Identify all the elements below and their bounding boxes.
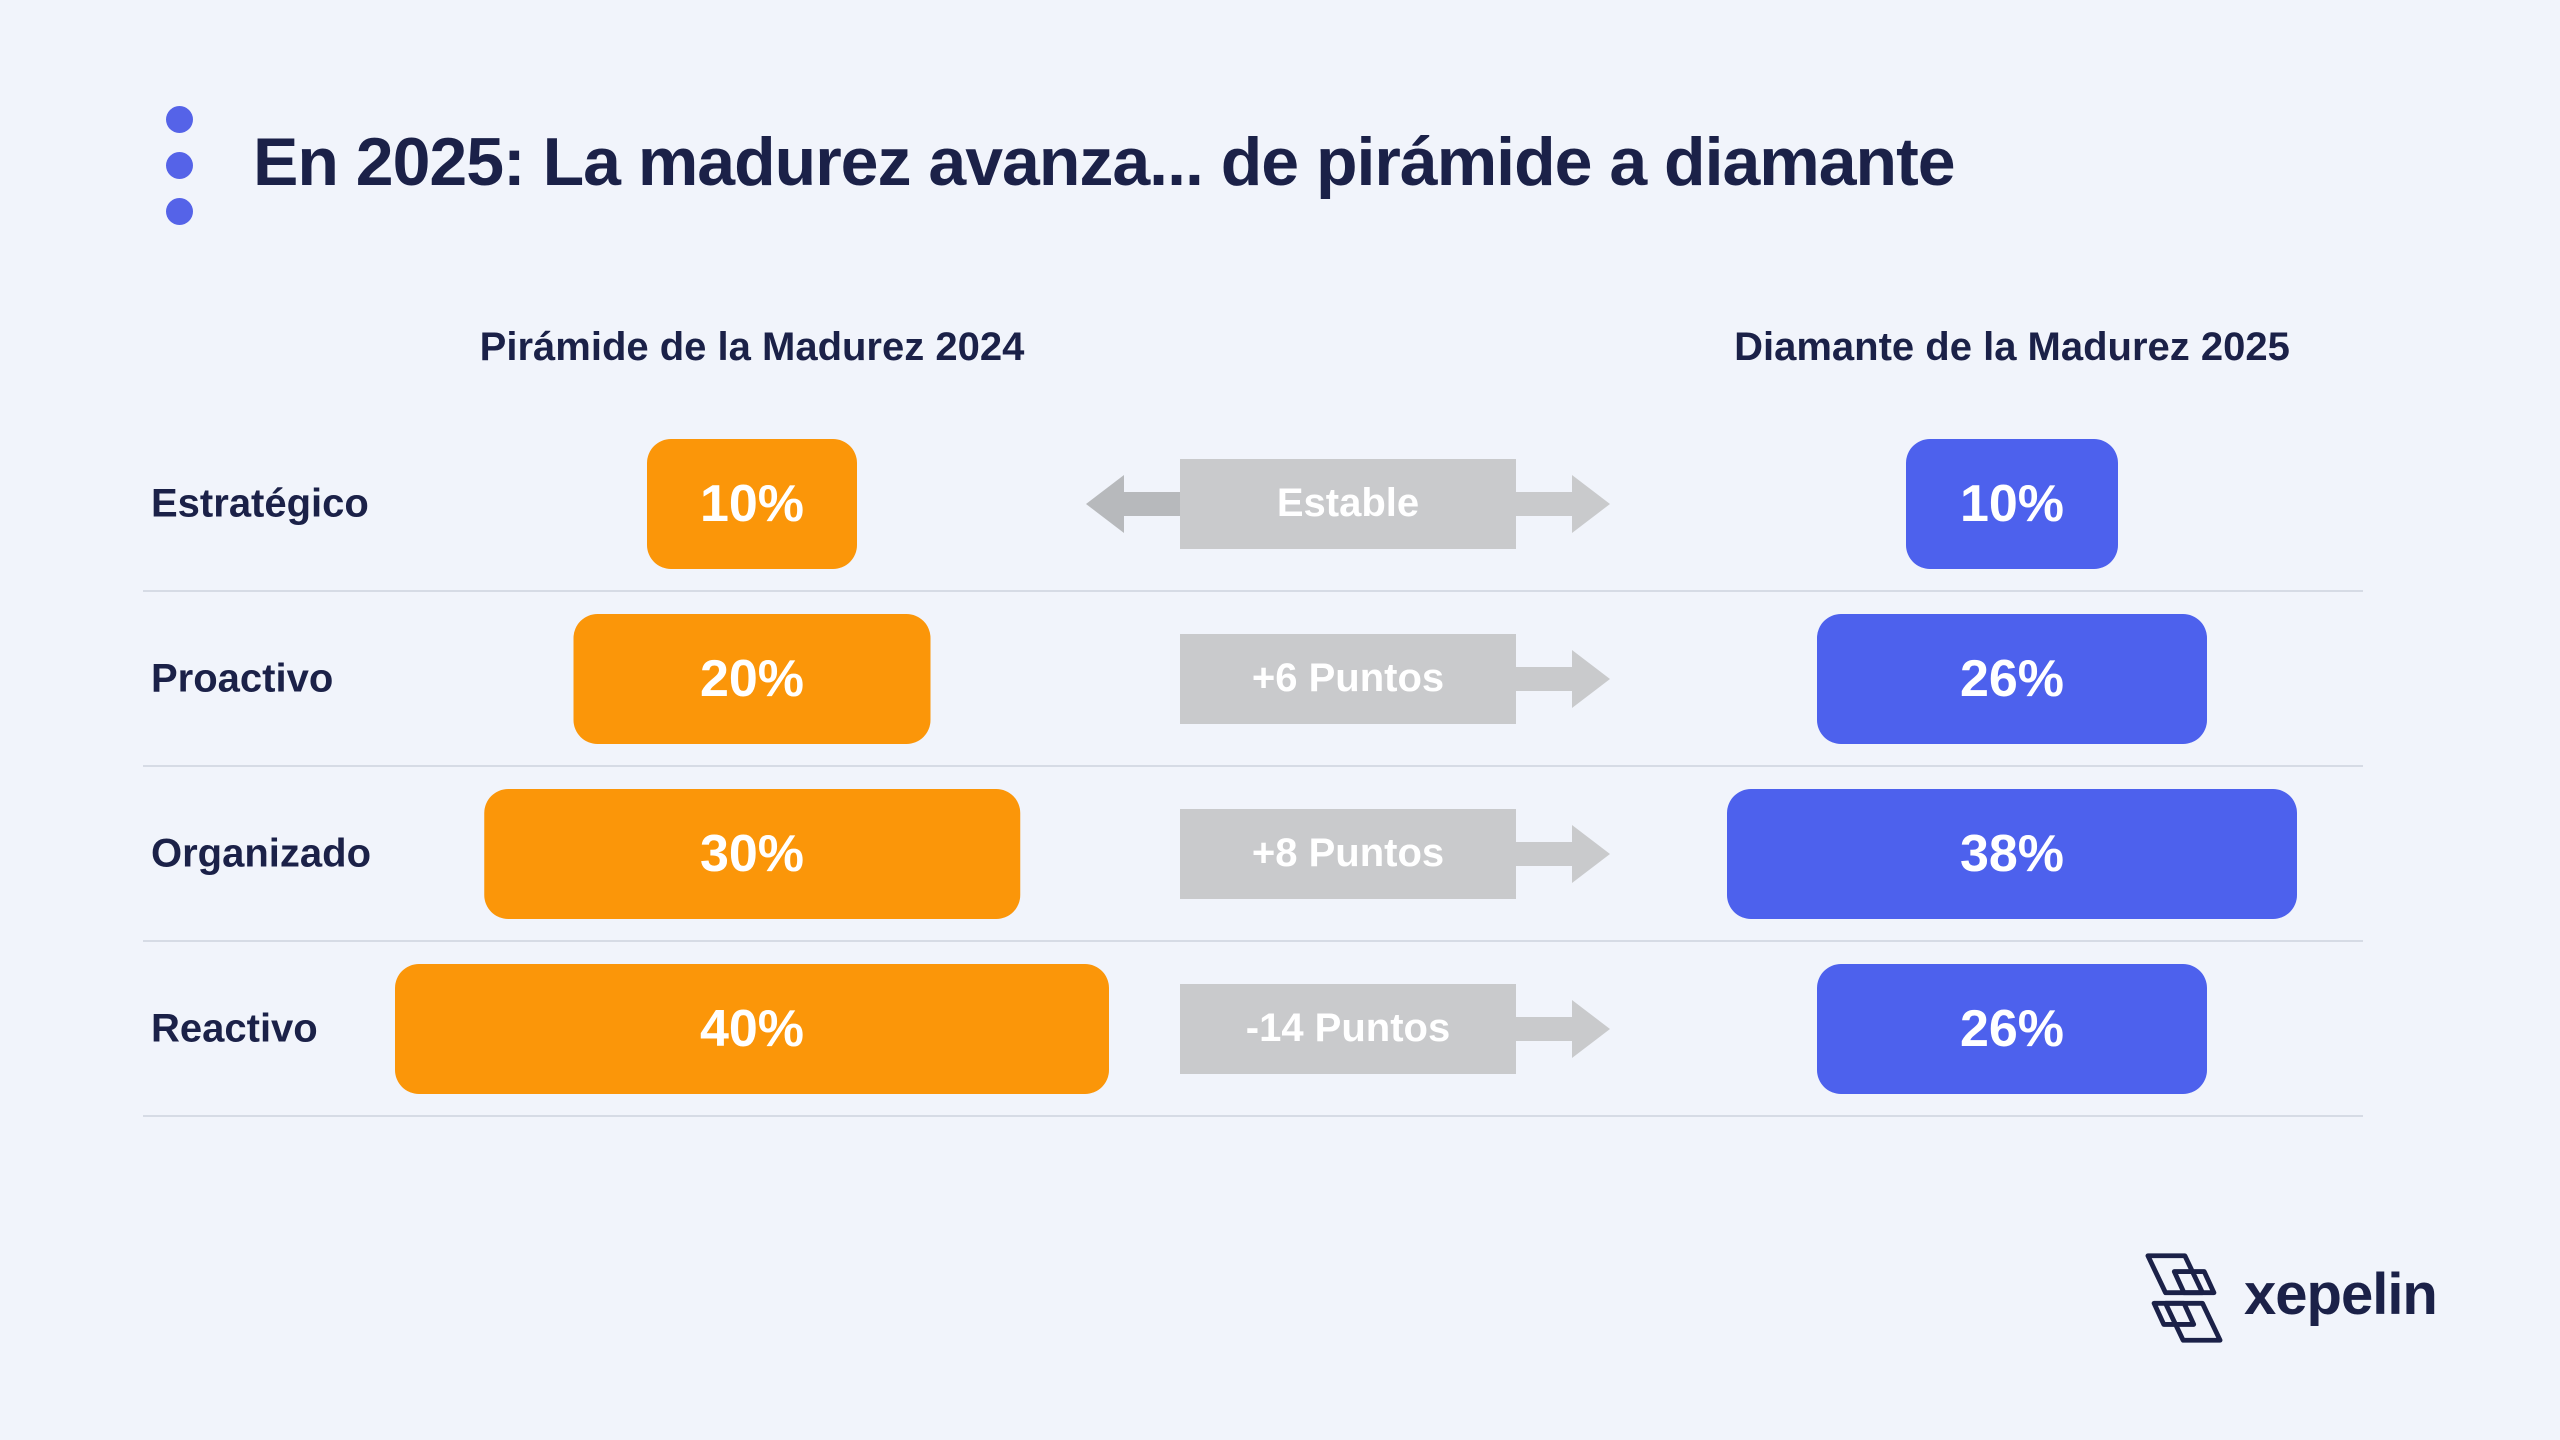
bar-2025: 38% [1727, 788, 2297, 919]
bar-2024-value: 20% [699, 649, 805, 708]
arrow-right-icon [1516, 474, 1610, 533]
arrow-left-icon [1086, 474, 1180, 533]
xepelin-logo: xepelin [2140, 1252, 2438, 1344]
bar-2024-value: 40% [699, 999, 805, 1058]
bar-2024: 30% [484, 788, 1020, 919]
bar-2025: 26% [1817, 963, 2207, 1094]
row-label: Reactivo [151, 1006, 318, 1050]
delta-box: -14 Puntos [1180, 983, 1516, 1074]
row-label: Estratégico [151, 481, 369, 525]
bar-2025: 26% [1817, 613, 2207, 744]
dot-icon [166, 198, 193, 225]
delta-label: Estable [1276, 481, 1420, 525]
arrow-right-icon [1516, 999, 1610, 1058]
delta-box: +6 Puntos [1180, 633, 1516, 724]
delta-label: +8 Puntos [1251, 831, 1445, 875]
delta-label: +6 Puntos [1251, 656, 1445, 700]
dot-icon [166, 106, 193, 133]
bar-2025-value: 10% [1959, 474, 2065, 533]
bar-2025-value: 26% [1959, 649, 2065, 708]
bar-2024: 10% [647, 438, 857, 569]
title-dots [166, 106, 193, 225]
logo-text: xepelin [2244, 1262, 2438, 1327]
bar-2024: 20% [573, 613, 931, 744]
bar-2025-value: 38% [1959, 824, 2065, 883]
dot-icon [166, 152, 193, 179]
table-row: Estratégico 10% Estable 10% [143, 417, 2363, 592]
delta-label: -14 Puntos [1245, 1006, 1451, 1050]
arrow-right-icon [1516, 649, 1610, 708]
bar-2025-value: 26% [1959, 999, 2065, 1058]
delta-box: Estable [1180, 458, 1516, 549]
bar-2024-value: 10% [699, 474, 805, 533]
table-row: Organizado 30% +8 Puntos 38% [143, 767, 2363, 942]
bar-2024: 40% [395, 963, 1109, 1094]
row-label: Organizado [151, 831, 372, 875]
bar-2024-value: 30% [699, 824, 805, 883]
table-row: Reactivo 40% -14 Puntos 26% [143, 942, 2363, 1117]
rows: Estratégico 10% Estable 10% Proactivo 20… [143, 417, 2363, 1117]
delta-box: +8 Puntos [1180, 808, 1516, 899]
row-label: Proactivo [151, 656, 334, 700]
column-header-2025: Diamante de la Madurez 2025 [1734, 325, 2290, 369]
bar-2025: 10% [1906, 438, 2118, 569]
column-header-2024: Pirámide de la Madurez 2024 [479, 325, 1025, 369]
logo-icon [2145, 1253, 2223, 1343]
arrow-right-icon [1516, 824, 1610, 883]
table-row: Proactivo 20% +6 Puntos 26% [143, 592, 2363, 767]
page-title: En 2025: La madurez avanza... de pirámid… [253, 124, 1956, 200]
